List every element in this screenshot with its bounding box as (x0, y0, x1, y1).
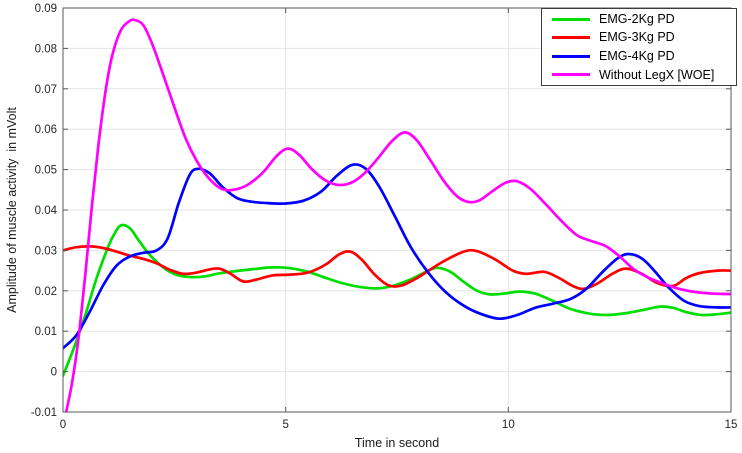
legend-label: EMG-2Kg PD (599, 11, 675, 26)
x-axis-label: Time in second (355, 436, 439, 450)
legend-item: EMG-4Kg PD (542, 48, 736, 65)
x-tick-label: 10 (502, 419, 515, 431)
y-tick-label: 0.05 (35, 165, 57, 177)
grid-layer (63, 8, 731, 412)
legend-line-sample (552, 54, 590, 58)
series-emg-3kg-pd (63, 244, 731, 291)
legend-label: Without LegX [WOE] (599, 67, 715, 82)
legend-label: EMG-3Kg PD (599, 30, 675, 45)
series-layer (63, 18, 731, 412)
axes-box (62, 7, 732, 413)
legend-item: EMG-2Kg PD (542, 11, 736, 28)
series-without-legx-woe (64, 18, 731, 412)
y-tick-label: 0.06 (35, 124, 57, 136)
y-axis-label: Amplitude of muscle activity in mVolt (5, 107, 19, 313)
legend: EMG-2Kg PD EMG-3Kg PD EMG-4Kg PD Without Le… (541, 8, 737, 86)
y-tick-label: 0.07 (35, 84, 57, 96)
y-tick-label: 0.02 (35, 286, 57, 298)
legend-line-sample (552, 36, 590, 40)
legend-label: EMG-4Kg PD (599, 49, 675, 64)
y-tick-label: 0 (51, 367, 57, 379)
y-tick-label: 0.03 (35, 245, 57, 257)
y-tick-label: 0.01 (35, 326, 57, 338)
x-tick-label: 5 (282, 419, 288, 431)
legend-item: EMG-3Kg PD (542, 29, 736, 46)
series-emg-2kg-pd (63, 223, 731, 377)
legend-line-sample (552, 73, 590, 77)
y-tick-label: -0.01 (31, 407, 57, 419)
y-tick-label: 0.09 (35, 3, 57, 15)
legend-item: Without LegX [WOE] (542, 66, 736, 83)
legend-line-sample (552, 17, 590, 21)
x-tick-label: 0 (60, 419, 66, 431)
tick-labels: 0 5 10 15-0.0100.010.020.030.040.050.060.07… (31, 3, 738, 431)
series-emg-4kg-pd (63, 163, 731, 350)
y-tick-label: 0.04 (35, 205, 58, 217)
x-tick-label: 15 (725, 419, 738, 431)
y-tick-label: 0.08 (35, 43, 57, 55)
